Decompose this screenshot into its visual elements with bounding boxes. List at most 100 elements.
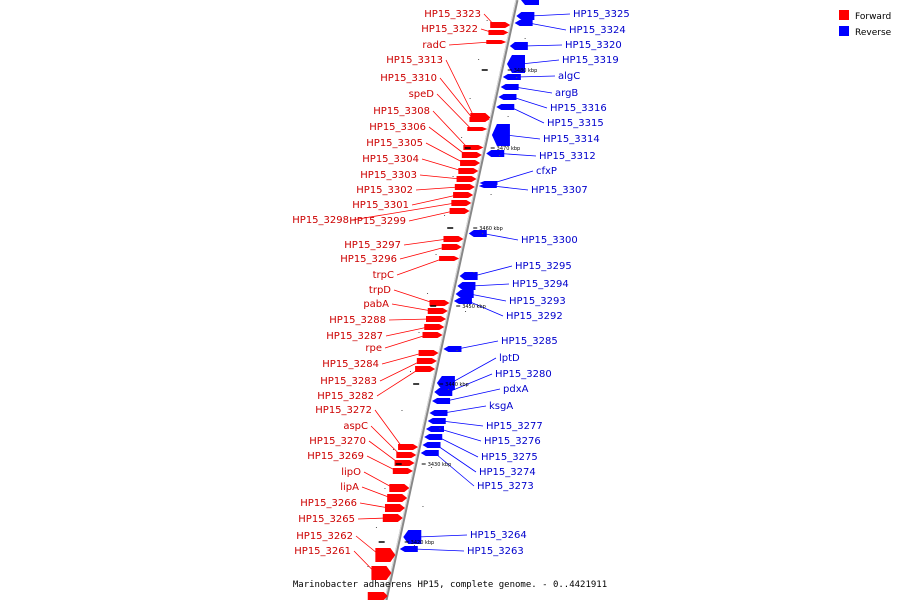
forward-gene-label: HP15_3322 — [421, 24, 478, 35]
forward-leader-line — [388, 318, 431, 321]
reverse-leader-line — [514, 86, 553, 94]
forward-gene-label: aspC — [343, 421, 368, 432]
forward-leader-line — [351, 202, 456, 221]
forward-gene-feature — [392, 468, 413, 474]
forward-gene-feature — [451, 200, 472, 206]
reverse-gene-label: HP15_3280 — [495, 369, 552, 380]
reverse-gene-label: HP15_3293 — [509, 296, 566, 307]
forward-leader-line — [411, 194, 458, 206]
minor-tick — [465, 311, 467, 312]
forward-gene-label: HP15_3299 — [349, 216, 406, 227]
forward-leader-line — [448, 41, 491, 46]
forward-leader-line — [370, 425, 401, 456]
forward-leader-line — [436, 93, 472, 130]
forward-leader-line — [374, 409, 403, 448]
minor-tick — [490, 194, 492, 195]
reverse-gene-label: HP15_3314 — [543, 134, 600, 145]
reverse-gene-label: HP15_3307 — [531, 185, 588, 196]
reverse-gene-label: HP15_3275 — [481, 452, 538, 463]
minor-tick — [452, 176, 454, 177]
axis-tick-label: 3470 kbp — [497, 146, 521, 152]
forward-gene-label: rpe — [365, 343, 382, 354]
forward-leader-line — [439, 77, 474, 120]
reverse-gene-feature — [427, 418, 446, 424]
minor-tick — [461, 137, 463, 138]
reverse-leader-line — [500, 153, 537, 157]
forward-leader-line — [357, 517, 387, 520]
forward-gene-feature — [467, 127, 488, 131]
forward-gene-label: HP15_3270 — [309, 436, 366, 447]
axis-tick-label: 3440 kbp — [445, 382, 469, 388]
minor-tick — [444, 215, 446, 216]
reverse-gene-feature — [502, 74, 521, 80]
minor-tick — [401, 410, 403, 411]
reverse-gene-feature — [443, 346, 462, 352]
reverse-leader-line — [469, 293, 507, 302]
reverse-gene-feature — [459, 272, 478, 280]
reverse-gene-label: HP15_3319 — [562, 55, 619, 66]
minor-tick — [456, 350, 458, 351]
minor-tick — [478, 59, 480, 60]
reverse-gene-label: HP15_3285 — [501, 336, 558, 347]
reverse-leader-line — [439, 428, 482, 442]
forward-leader-line — [396, 258, 444, 276]
forward-gene-label: trpD — [369, 285, 391, 296]
genome-caption: Marinobacter adhaerens HP15, complete ge… — [293, 580, 607, 590]
genome-axis — [384, 0, 519, 600]
leader-lines — [351, 13, 571, 574]
minor-tick — [516, 77, 518, 78]
forward-gene-label: HP15_3303 — [360, 170, 417, 181]
forward-gene-feature — [382, 514, 403, 522]
forward-gene-feature — [486, 40, 507, 44]
legend: Forward Reverse — [839, 10, 892, 38]
forward-gene-feature — [367, 592, 388, 600]
forward-leader-line — [399, 246, 446, 260]
forward-gene-label: HP15_3302 — [356, 185, 413, 196]
reverse-gene-feature — [455, 290, 474, 298]
minor-tick — [367, 566, 369, 567]
forward-leader-line — [385, 326, 429, 337]
reverse-gene-feature — [506, 55, 525, 73]
reverse-leader-line — [512, 96, 548, 109]
forward-leader-line — [368, 440, 399, 464]
reverse-leader-line — [436, 444, 477, 473]
forward-gene-label: HP15_3304 — [362, 154, 419, 165]
forward-gene-label: radC — [422, 40, 446, 51]
reverse-gene-label: pdxA — [503, 384, 529, 395]
reverse-gene-feature — [457, 282, 476, 290]
reverse-gene-feature — [434, 388, 453, 396]
minor-tick — [486, 20, 488, 21]
forward-gene-label: speD — [409, 89, 435, 100]
reverse-gene-label: ksgA — [489, 401, 513, 412]
forward-gene-feature — [416, 358, 437, 364]
reverse-leader-line — [492, 185, 529, 191]
reverse-leader-line — [448, 373, 493, 393]
forward-gene-label: HP15_3261 — [294, 546, 351, 557]
reverse-gene-label: algC — [558, 71, 580, 82]
reverse-gene-feature — [429, 410, 448, 416]
forward-gene-label: HP15_3282 — [317, 391, 374, 402]
reverse-leader-line — [523, 44, 563, 47]
axis-tick-label: 3480 kbp — [514, 68, 538, 74]
reverse-gene-feature — [491, 124, 510, 146]
reverse-leader-line — [438, 436, 479, 458]
forward-gene-label: HP15_3296 — [340, 254, 397, 265]
forward-leader-line — [393, 289, 434, 304]
forward-gene-labels: HP15_3323 HP15_3322 radC HP15_3313 HP15_3310… — [292, 9, 481, 557]
forward-gene-label: HP15_3308 — [373, 106, 430, 117]
forward-gene-label: HP15_3269 — [307, 451, 364, 462]
axis-tick-label: 3430 kbp — [428, 462, 452, 468]
forward-gene-label: HP15_3298 — [292, 215, 349, 226]
minor-tick — [392, 449, 394, 450]
reverse-gene-labels: HP15_3325 HP15_3324 HP15_3320 HP15_3319 algC… — [467, 9, 630, 557]
forward-gene-feature — [443, 236, 464, 242]
forward-gene-label: HP15_3283 — [320, 376, 377, 387]
minor-tick — [439, 428, 441, 429]
forward-leader-line — [361, 486, 392, 499]
forward-gene-feature — [449, 208, 470, 214]
reverse-gene-label: HP15_3295 — [515, 261, 572, 272]
minor-tick — [482, 233, 484, 234]
forward-leader-line — [403, 238, 448, 246]
